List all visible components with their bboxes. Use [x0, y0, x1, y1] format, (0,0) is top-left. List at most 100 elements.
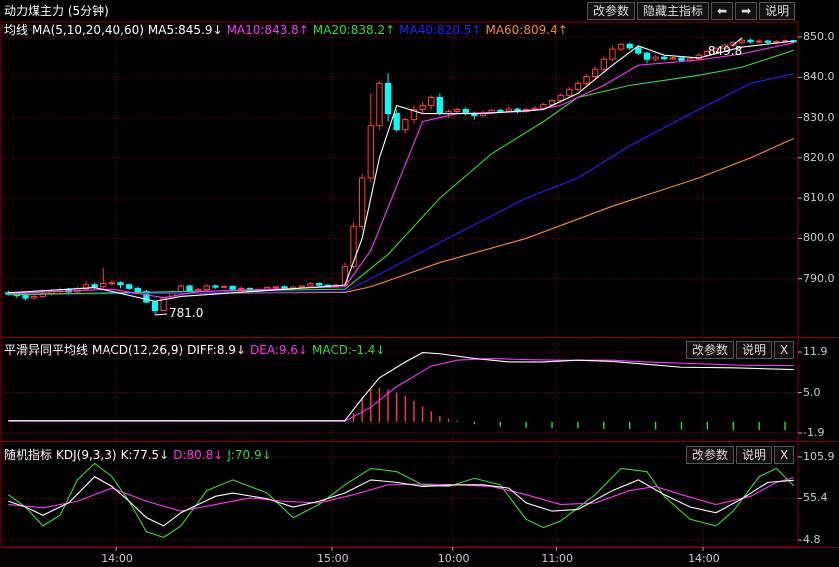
legend-item: K:77.5↓ — [120, 448, 170, 462]
legend-item: J:70.9↓ — [227, 448, 272, 462]
candle-body — [505, 108, 513, 112]
y-tick-label: 800.0 — [803, 231, 835, 245]
candle-body — [643, 52, 651, 60]
candle-body — [600, 58, 607, 70]
legend-label: 随机指标 — [4, 448, 53, 462]
y-tick-label: 840.0 — [803, 70, 835, 84]
kdj-btn-1[interactable]: 说明 — [736, 446, 773, 464]
candle-body — [212, 285, 219, 288]
legend-item: MA40:820.5↑ — [399, 23, 482, 37]
legend-label: 平滑异同平均线 — [4, 343, 89, 357]
candle-body — [367, 125, 374, 179]
candle-body — [583, 76, 590, 84]
candle-body — [350, 225, 357, 268]
legend-item: MA60:809.4↑ — [485, 23, 568, 37]
legend-item: DEA:9.6↓ — [250, 343, 309, 357]
ma60-line — [8, 138, 794, 295]
candle-body — [186, 285, 193, 292]
candle-body — [402, 119, 409, 131]
candle-body — [712, 47, 720, 53]
legend-label: 均线 — [4, 23, 29, 37]
candle-body — [108, 282, 116, 285]
prev-button[interactable]: ⬅ — [711, 2, 734, 20]
legend-item: MA10:843.8↑ — [226, 23, 309, 37]
x-tick-label: 10:00 — [437, 552, 470, 565]
candle-body — [91, 284, 98, 288]
candle-body — [177, 285, 185, 293]
candle-body — [419, 105, 426, 111]
y-tick-label: 810.0 — [803, 191, 835, 205]
candle-body — [428, 96, 435, 106]
legend-params: MA(5,10,20,40,60) — [32, 23, 144, 37]
legend-item: MACD:-1.4↓ — [312, 343, 386, 357]
y-tick-label: 105.9 — [803, 450, 835, 463]
candle-body — [393, 113, 400, 131]
dea-line — [8, 357, 794, 422]
ma20-line — [8, 49, 794, 296]
candle-body — [721, 44, 728, 49]
legend-item: D:80.8↓ — [173, 448, 224, 462]
candle-body — [574, 82, 582, 90]
y-tick-label: 5.0 — [803, 385, 821, 399]
candle-body — [773, 40, 780, 43]
legend-item: MA5:845.9↓ — [147, 23, 223, 37]
candle-body — [143, 291, 150, 303]
candle-body — [272, 286, 280, 289]
y-tick-label: 790.0 — [803, 271, 835, 285]
macd-legend: 平滑异同平均线 MACD(12,26,9) DIFF:8.9↓ DEA:9.6↓ MAC… — [4, 341, 390, 358]
modify-params-button[interactable]: 改参数 — [587, 2, 636, 20]
candle-body — [298, 285, 305, 288]
hide-indicator-button[interactable]: 隐藏主指标 — [637, 2, 710, 20]
candle-body — [22, 295, 29, 299]
candle-body — [203, 285, 210, 291]
main-legend: 均线 MA(5,10,20,40,60) MA5:845.9↓ MA10:843.8↑… — [4, 21, 572, 38]
candle-body — [195, 289, 202, 292]
kdj-k-line — [8, 475, 794, 527]
low-price-label: 781.0 — [169, 306, 203, 320]
candle-body — [755, 40, 763, 43]
candle-body — [635, 47, 642, 54]
candle-body — [315, 283, 323, 286]
y-tick-label: 850.0 — [803, 30, 835, 44]
ma10-line — [8, 42, 794, 299]
window-title: 动力煤主力 (5分钟) — [4, 4, 109, 18]
next-button[interactable]: ➡ — [735, 2, 758, 20]
y-tick-label: 4.8 — [803, 533, 821, 546]
candle-body — [678, 57, 685, 61]
kdj-btn-2[interactable]: X — [774, 446, 795, 464]
legend-params: MACD(12,26,9) — [92, 343, 184, 357]
candle-body — [229, 285, 236, 290]
candle-body — [592, 68, 599, 77]
macd-toolbar: 改参数 说明 X — [684, 341, 795, 359]
kdj-btn-0[interactable]: 改参数 — [686, 446, 735, 464]
candle-body — [410, 109, 418, 121]
candle-body — [384, 82, 392, 115]
candle-body — [704, 51, 711, 56]
candle-body — [453, 109, 461, 113]
help-button[interactable]: 说明 — [759, 2, 796, 20]
candle-body — [738, 39, 746, 44]
diff-line — [8, 352, 794, 422]
macd-btn-0[interactable]: 改参数 — [686, 341, 735, 359]
candle-body — [626, 43, 633, 49]
candle-body — [747, 39, 754, 43]
candle-body — [134, 287, 141, 293]
kdj-toolbar: 改参数 说明 X — [684, 446, 795, 464]
y-tick-label: 830.0 — [803, 110, 835, 124]
candle-body — [764, 40, 771, 43]
ma40-line — [8, 73, 794, 295]
candle-body — [652, 56, 659, 60]
macd-btn-2[interactable]: X — [774, 341, 795, 359]
candle-body — [669, 57, 677, 60]
candle-body — [307, 283, 314, 287]
y-tick-label: -1.9 — [803, 426, 825, 439]
kdj-d-line — [8, 477, 794, 512]
x-tick-label: 14:00 — [688, 552, 720, 565]
y-tick-label: 55.4 — [803, 491, 828, 505]
candle-body — [358, 177, 366, 227]
candle-body — [31, 295, 38, 299]
candle-body — [566, 88, 573, 96]
ma5-line — [8, 40, 794, 302]
macd-btn-1[interactable]: 说明 — [736, 341, 773, 359]
